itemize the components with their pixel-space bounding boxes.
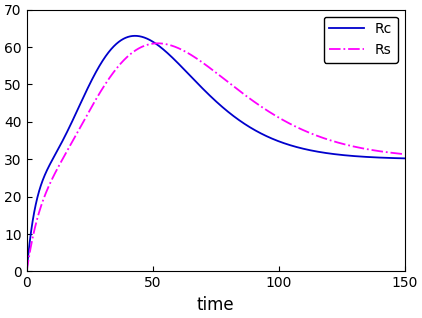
Rc <box>133 34 138 38</box>
Rc <box>402 156 407 160</box>
Rs <box>322 136 327 140</box>
Line: Rc: Rc <box>27 36 405 272</box>
Rs <box>391 151 396 155</box>
Rs <box>198 59 203 63</box>
Rs <box>402 152 407 156</box>
Rs <box>391 151 396 155</box>
Rs <box>208 67 213 71</box>
Rc <box>43 170 49 174</box>
Rs <box>43 191 49 195</box>
Rc <box>391 156 396 160</box>
Rc <box>198 85 203 88</box>
Rc <box>322 151 327 155</box>
Rc <box>208 94 213 98</box>
X-axis label: time: time <box>197 296 235 314</box>
Rs <box>155 41 160 45</box>
Line: Rs: Rs <box>27 43 405 272</box>
Rs <box>24 270 29 273</box>
Rc <box>391 156 396 160</box>
Rc <box>24 270 29 273</box>
Legend: Rc, Rs: Rc, Rs <box>324 17 398 63</box>
